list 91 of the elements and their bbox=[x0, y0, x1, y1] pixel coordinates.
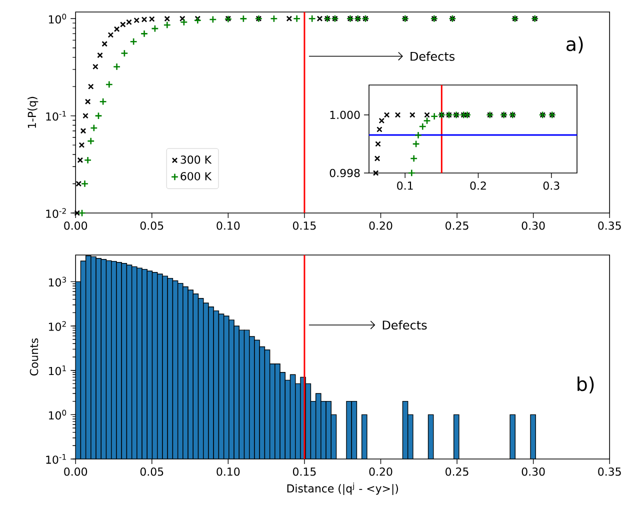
point bbox=[80, 180, 89, 188]
y-axis-title: 1-P(q) bbox=[28, 96, 38, 128]
point bbox=[84, 156, 92, 164]
point bbox=[394, 112, 401, 118]
x-tick-label: 0.3 bbox=[543, 182, 560, 190]
point bbox=[378, 118, 385, 124]
point bbox=[163, 21, 171, 29]
point bbox=[292, 14, 301, 22]
point bbox=[374, 156, 380, 162]
x-tick-label: 0.00 bbox=[64, 468, 88, 476]
x-tick-label: 0.05 bbox=[140, 468, 164, 476]
y-tick-label: 10$^{-1}$ bbox=[46, 454, 66, 464]
x-tick-label: 0.10 bbox=[216, 222, 240, 230]
point bbox=[120, 49, 128, 58]
point bbox=[77, 157, 84, 164]
point bbox=[80, 128, 86, 134]
point bbox=[194, 16, 201, 22]
y-axis-title: Counts bbox=[30, 338, 38, 376]
point bbox=[78, 209, 86, 217]
point bbox=[82, 112, 88, 119]
x-tick-label: 0.20 bbox=[369, 468, 392, 476]
y-tick-label: 10$^{2}$ bbox=[48, 321, 66, 331]
point bbox=[164, 16, 170, 22]
point bbox=[194, 16, 202, 24]
point bbox=[375, 141, 381, 147]
annotation: Defects bbox=[382, 320, 427, 330]
point bbox=[88, 84, 94, 90]
x-tick-label: 0.25 bbox=[446, 468, 468, 476]
point bbox=[130, 38, 138, 46]
point bbox=[84, 98, 91, 105]
point bbox=[286, 16, 292, 22]
point bbox=[112, 62, 121, 71]
point bbox=[412, 140, 420, 148]
x-tick-label: 0.35 bbox=[598, 468, 621, 476]
x-axis-title: Distance (|q$^{j}$ - <y>|) bbox=[287, 482, 398, 495]
point bbox=[270, 14, 278, 22]
point bbox=[151, 24, 159, 32]
point bbox=[99, 98, 107, 106]
annotation: b) bbox=[578, 376, 594, 394]
point bbox=[87, 137, 95, 145]
point bbox=[105, 80, 114, 88]
point bbox=[140, 30, 148, 38]
x-tick-label: 0.15 bbox=[292, 468, 316, 476]
x-tick-label: 0.05 bbox=[140, 222, 164, 230]
point bbox=[308, 14, 316, 22]
x-tick-label: 0.2 bbox=[470, 182, 486, 190]
y-tick-label: 0.998 bbox=[330, 168, 360, 178]
point bbox=[414, 131, 422, 140]
x-tick-label: 0.1 bbox=[397, 182, 413, 190]
y-tick-label: 10$^{0}$ bbox=[48, 410, 66, 420]
y-tick-label: 1.000 bbox=[330, 110, 360, 120]
x-tick-label: 0.20 bbox=[369, 222, 392, 230]
y-tick-label: 10$^{1}$ bbox=[48, 365, 66, 376]
point bbox=[209, 16, 217, 24]
point bbox=[430, 112, 438, 120]
point bbox=[376, 126, 382, 132]
x-tick-label: 0.15 bbox=[292, 222, 316, 230]
point bbox=[92, 64, 98, 70]
x-tick-label: 0.30 bbox=[522, 222, 545, 230]
point bbox=[102, 40, 108, 47]
x-tick-label: 0.25 bbox=[446, 222, 468, 230]
point bbox=[384, 112, 390, 118]
point bbox=[424, 112, 430, 118]
x-tick-label: 0.10 bbox=[216, 468, 240, 476]
point bbox=[94, 112, 102, 120]
y-tick-label: 10$^{-2}$ bbox=[46, 208, 66, 218]
point bbox=[372, 170, 379, 176]
y-tick-label: 10$^{3}$ bbox=[48, 276, 66, 287]
annotation: a) bbox=[566, 36, 583, 54]
point bbox=[240, 14, 248, 23]
x-tick-label: 0.35 bbox=[598, 222, 621, 230]
point bbox=[409, 112, 416, 118]
x-tick-label: 0.30 bbox=[522, 468, 545, 476]
point bbox=[108, 32, 114, 38]
point bbox=[423, 116, 431, 125]
legend-label: 300 K bbox=[180, 155, 212, 164]
point bbox=[408, 169, 416, 177]
point bbox=[90, 124, 98, 132]
point bbox=[418, 122, 426, 130]
point bbox=[410, 154, 418, 162]
point bbox=[97, 52, 103, 58]
x-tick-label: 0.00 bbox=[64, 222, 88, 230]
point bbox=[180, 18, 188, 26]
legend-label: 600 K bbox=[180, 172, 212, 180]
point bbox=[114, 26, 120, 32]
y-tick-label: 10$^{0}$ bbox=[48, 14, 66, 24]
point bbox=[180, 16, 186, 22]
point bbox=[76, 180, 82, 187]
y-tick-label: 10$^{-1}$ bbox=[46, 110, 66, 121]
annotation: Defects bbox=[410, 52, 455, 61]
point bbox=[78, 142, 85, 148]
